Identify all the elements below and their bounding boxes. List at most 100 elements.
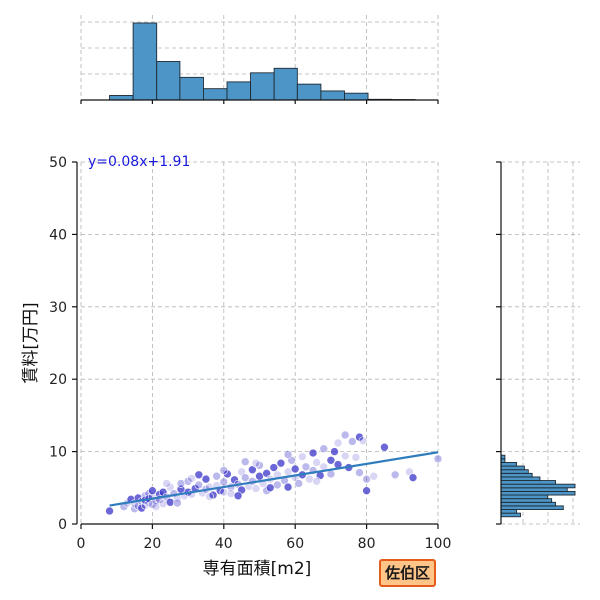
scatter-point: [319, 444, 329, 454]
scatter-point: [187, 474, 196, 483]
scatter-point: [351, 453, 361, 462]
scatter-point: [362, 474, 371, 484]
y-tick-label: 20: [49, 372, 67, 388]
tick-labels: 0 20 40 60 80 100 0 10 20 30 40 50: [49, 155, 451, 552]
scatter-point: [312, 476, 321, 486]
x-hist-bar: [132, 22, 158, 101]
scatter-point: [194, 470, 204, 480]
scatter-point: [240, 473, 250, 482]
scatter-point: [283, 482, 293, 492]
scatter-point: [201, 474, 211, 484]
scatter-point: [151, 502, 161, 511]
x-tick-label: 40: [215, 536, 233, 552]
scatter-point: [173, 498, 182, 508]
scatter-point: [408, 473, 418, 482]
scatter-point: [176, 479, 186, 488]
y-hist-bar: [500, 501, 556, 507]
x-hist-bar: [156, 61, 181, 101]
y-hist-bar: [500, 483, 576, 489]
scatter-point: [165, 482, 175, 492]
x-hist-bar: [250, 72, 275, 101]
x-tick-label: 100: [425, 536, 452, 552]
scatter-point: [348, 437, 357, 446]
scatter-point: [298, 452, 307, 461]
y-hist-bar: [500, 509, 518, 514]
y-hist-bar: [500, 487, 568, 492]
scatter-point: [283, 467, 293, 477]
scatter-point: [312, 458, 321, 467]
scatter-point: [219, 477, 229, 487]
scatter-point: [251, 458, 261, 468]
scatter-point: [223, 469, 232, 479]
scatter-point: [340, 451, 350, 461]
y-hist-bar: [500, 472, 533, 478]
scatter-point: [326, 469, 336, 479]
scatter-point: [105, 506, 114, 516]
scatter-point: [290, 464, 300, 474]
y-tick-label: 50: [49, 155, 67, 171]
scatter-point: [369, 471, 379, 481]
x-hist-bar: [203, 88, 228, 101]
x-tick-label: 80: [358, 536, 376, 552]
x-hist-bar: [109, 95, 134, 101]
scatter-point: [251, 484, 261, 493]
main-grid: [80, 161, 439, 525]
ward-badge: 佐伯区: [379, 559, 437, 587]
y-hist-bar: [500, 476, 541, 482]
y-tick-label: 0: [58, 517, 67, 533]
scatter-point: [333, 438, 343, 448]
scatter-point: [230, 475, 239, 485]
scatter-point: [326, 455, 336, 465]
y-hist-bar: [500, 469, 529, 474]
regression-line-group: [109, 451, 439, 507]
scatter-point: [240, 457, 250, 467]
scatter-point: [219, 466, 229, 475]
scatter-point: [233, 491, 243, 501]
x-hist-bar: [179, 76, 204, 101]
y-hist-bar: [500, 490, 576, 496]
scatter-point: [194, 480, 204, 490]
scatter-point: [294, 479, 304, 488]
scatter-point: [305, 474, 314, 484]
scatter-point: [219, 487, 229, 497]
y-hist-bar: [500, 462, 518, 467]
regression-equation: y=0.08x+1.91: [88, 154, 190, 170]
regression-line: [109, 451, 439, 507]
x-hist-bar: [296, 83, 322, 101]
scatter-point: [433, 454, 443, 464]
scatter-point: [183, 476, 193, 486]
right-hist-grid: [501, 161, 580, 525]
x-tick-label: 0: [77, 536, 86, 552]
scatter-point: [380, 442, 389, 452]
x-hist-bar: [344, 92, 369, 101]
scatter-point: [248, 465, 257, 475]
scatter-point: [137, 503, 146, 513]
scatter-point: [165, 497, 175, 507]
scatter-point: [162, 479, 171, 488]
y-axis-label: 賃料[万円]: [21, 302, 41, 383]
x-tick-label: 20: [143, 536, 161, 552]
axes: [72, 99, 502, 529]
y-marginal-histogram: [500, 454, 576, 518]
scatter-point: [358, 436, 368, 446]
x-hist-bar: [226, 81, 252, 101]
scatter-point: [390, 470, 400, 480]
scatter-point: [301, 462, 311, 472]
scatter-point: [212, 471, 221, 481]
scatter-point: [330, 447, 339, 456]
scatter-point: [265, 483, 275, 493]
y-hist-bar: [500, 480, 556, 485]
y-tick-label: 30: [49, 300, 67, 316]
scatter-point: [362, 486, 371, 495]
scatter-point: [355, 468, 364, 477]
x-axis-label: 専有面積[m2]: [203, 559, 312, 579]
scatter-point: [308, 448, 318, 458]
scatter-point: [226, 489, 236, 498]
scatter-point: [269, 463, 279, 472]
x-marginal-histogram: [109, 22, 416, 101]
scatter-point: [205, 492, 214, 501]
scatter-point: [273, 480, 282, 490]
scatter-point: [340, 430, 350, 440]
x-hist-bar: [320, 90, 345, 101]
